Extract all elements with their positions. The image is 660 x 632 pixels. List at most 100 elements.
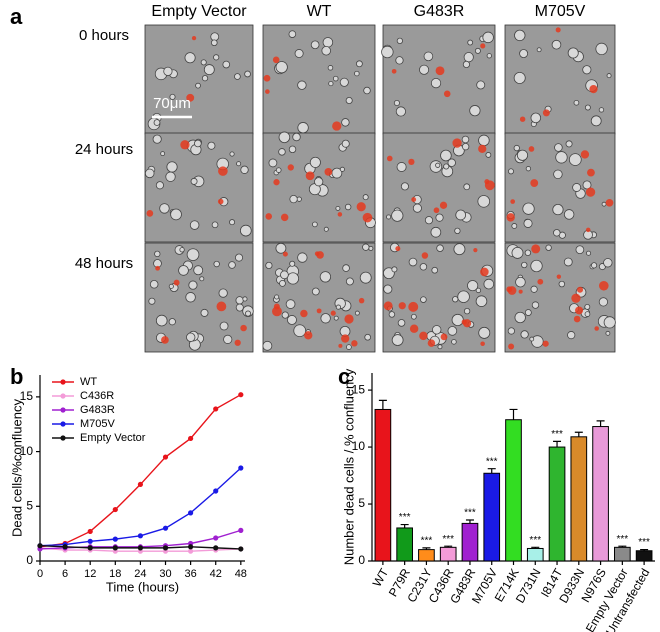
cell <box>598 297 609 307</box>
point <box>238 527 244 533</box>
cell <box>275 61 288 74</box>
cell <box>530 259 543 273</box>
point <box>87 528 93 535</box>
y-tick-label: 0 <box>358 553 365 567</box>
error-bar <box>531 546 540 549</box>
cell <box>451 339 457 345</box>
point <box>162 454 169 460</box>
dead-cell <box>576 286 584 293</box>
cell <box>152 134 162 144</box>
point <box>137 533 144 539</box>
dead-cell <box>155 265 161 271</box>
cell <box>321 46 331 56</box>
dead-cell <box>589 85 598 94</box>
dead-cell <box>391 68 397 74</box>
dead-cell <box>506 286 513 293</box>
cell <box>408 257 418 267</box>
dead-cell <box>265 213 273 220</box>
cell <box>461 143 470 151</box>
cell <box>603 258 613 268</box>
cell <box>553 169 563 180</box>
cell <box>452 296 459 303</box>
cell <box>200 59 207 66</box>
dead-cell <box>338 343 343 348</box>
point <box>137 545 144 551</box>
cell <box>430 226 442 238</box>
cell <box>265 261 273 270</box>
cell <box>289 260 296 267</box>
dead-cell <box>443 90 451 98</box>
dead-cell <box>435 66 445 76</box>
dead-cell <box>341 334 350 343</box>
dead-cell <box>263 74 271 82</box>
dead-cell <box>161 336 169 344</box>
cell <box>423 51 434 62</box>
cell <box>529 336 535 342</box>
x-tick-label: 30 <box>159 568 171 580</box>
cell <box>229 219 236 226</box>
cell <box>189 220 200 230</box>
dead-cell <box>419 331 428 341</box>
dead-cell <box>330 310 336 316</box>
point <box>188 548 194 554</box>
cell <box>286 272 300 285</box>
dead-cell <box>506 213 515 222</box>
cell <box>314 177 324 187</box>
cell <box>320 313 331 324</box>
bar <box>592 426 609 562</box>
cell <box>601 201 607 207</box>
cell <box>341 139 350 148</box>
dead-cell <box>316 308 322 314</box>
dead-cell <box>217 198 224 205</box>
dead-cell <box>265 89 270 94</box>
point <box>62 544 68 550</box>
cell <box>166 161 178 173</box>
dead-cell <box>287 164 294 171</box>
cell <box>567 47 579 59</box>
point <box>137 481 144 488</box>
cell <box>563 257 573 267</box>
point <box>112 536 118 542</box>
cell <box>515 276 526 288</box>
dead-cell <box>383 301 393 311</box>
cell <box>312 221 318 228</box>
column-header: M705V <box>535 3 586 20</box>
cell <box>355 60 363 68</box>
cell <box>483 278 495 290</box>
cell <box>605 330 611 336</box>
y-tick-label: 5 <box>26 498 33 512</box>
cell <box>310 40 320 50</box>
cell <box>568 153 582 166</box>
cell <box>328 80 334 87</box>
dead-cell <box>272 56 280 64</box>
cell <box>393 99 400 107</box>
dead-cell <box>571 293 581 303</box>
dead-cell <box>575 306 584 315</box>
cell <box>297 80 307 90</box>
y-tick-label: 10 <box>20 444 34 458</box>
cell <box>235 303 244 312</box>
significance: *** <box>442 534 454 545</box>
cell <box>178 265 189 276</box>
cell <box>186 248 200 261</box>
cell <box>463 183 471 191</box>
cell <box>278 148 286 156</box>
cell <box>362 194 369 201</box>
dead-cell <box>280 213 289 222</box>
x-tick-label: 24 <box>134 568 146 580</box>
cell <box>554 143 563 152</box>
cell <box>461 135 470 144</box>
cell <box>294 49 304 58</box>
cell <box>344 203 352 211</box>
cell <box>536 47 542 53</box>
cell <box>163 66 173 76</box>
y-axis-label: Dead cells/%confluency <box>9 398 24 537</box>
cell <box>545 244 552 251</box>
cell <box>311 287 320 296</box>
cell <box>244 70 251 78</box>
cell <box>354 310 360 316</box>
dead-cell <box>427 339 436 347</box>
cell <box>514 311 526 324</box>
point <box>188 435 194 442</box>
cell <box>275 167 282 173</box>
